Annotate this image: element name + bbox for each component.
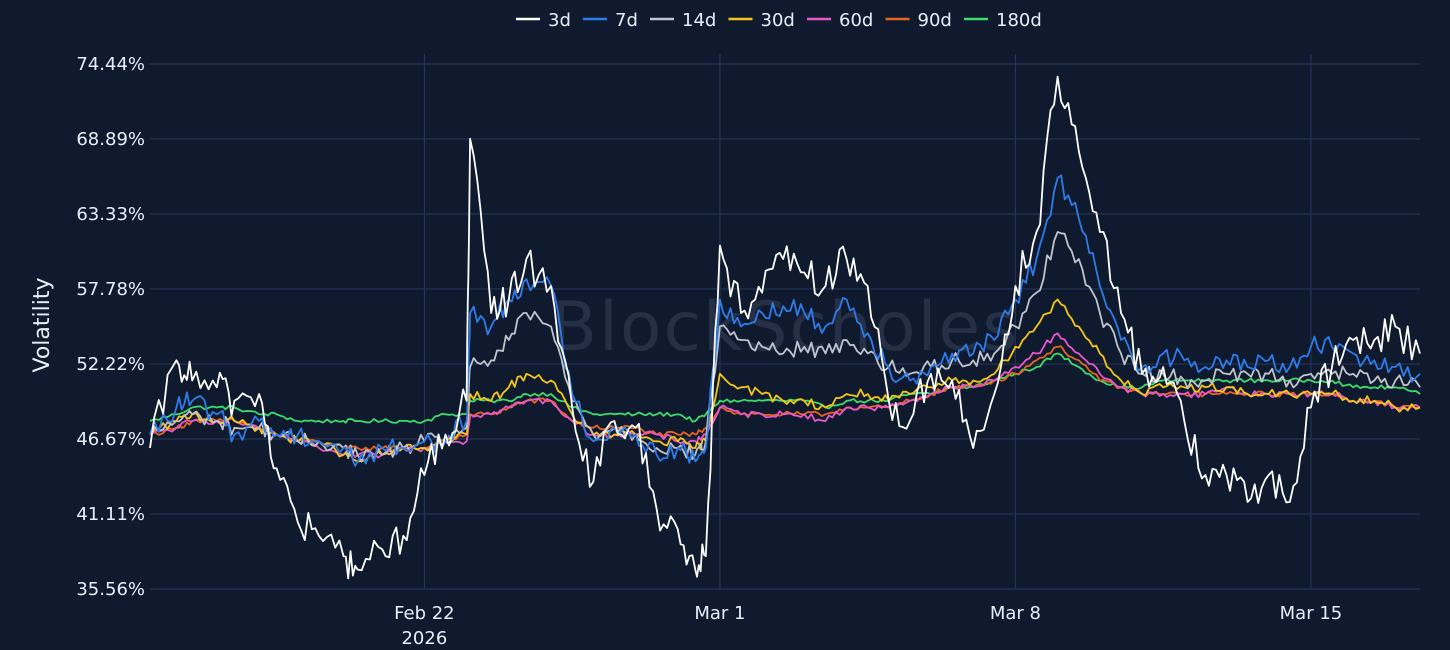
y-axis-label: Volatility xyxy=(30,277,55,372)
x-tick-sublabel: 2026 xyxy=(401,628,447,649)
series-line-30d xyxy=(149,298,1421,463)
y-axis-ticks: 35.56% 41.11% 46.67% 52.22% 57.78% 63.33% 68.8… xyxy=(76,54,145,600)
x-tick-label: Mar 15 xyxy=(1280,603,1343,624)
legend-label-90d[interactable]: 90d xyxy=(918,10,952,31)
x-tick-label: Mar 1 xyxy=(694,603,745,624)
y-tick-label: 57.78% xyxy=(76,279,145,300)
legend-label-30d[interactable]: 30d xyxy=(761,10,795,31)
y-tick-label: 46.67% xyxy=(76,429,145,450)
series-line-180d xyxy=(149,352,1421,424)
legend-label-60d[interactable]: 60d xyxy=(839,10,873,31)
legend-label-7d[interactable]: 7d xyxy=(615,10,638,31)
series-line-14d xyxy=(149,231,1421,463)
x-tick-label: Feb 22 xyxy=(394,603,455,624)
watermark: BlockScholes xyxy=(550,288,1019,367)
y-tick-label: 63.33% xyxy=(76,204,145,225)
legend: 3d 7d 14d 30d 60d 90d 180d xyxy=(516,10,1042,31)
y-tick-label: 74.44% xyxy=(76,54,145,75)
y-tick-label: 52.22% xyxy=(76,354,145,375)
y-tick-label: 41.11% xyxy=(76,504,145,525)
series-line-7d xyxy=(149,174,1421,467)
legend-label-180d[interactable]: 180d xyxy=(996,10,1042,31)
series-lines xyxy=(149,75,1421,580)
grid xyxy=(150,54,1420,590)
y-tick-label: 68.89% xyxy=(76,129,145,150)
y-tick-label: 35.56% xyxy=(76,579,145,600)
legend-label-14d[interactable]: 14d xyxy=(682,10,716,31)
x-axis-ticks: Feb 22 2026 Mar 1 Mar 8 Mar 15 xyxy=(394,603,1342,649)
x-tick-label: Mar 8 xyxy=(990,603,1041,624)
legend-label-3d[interactable]: 3d xyxy=(548,10,571,31)
series-line-3d xyxy=(149,75,1421,580)
